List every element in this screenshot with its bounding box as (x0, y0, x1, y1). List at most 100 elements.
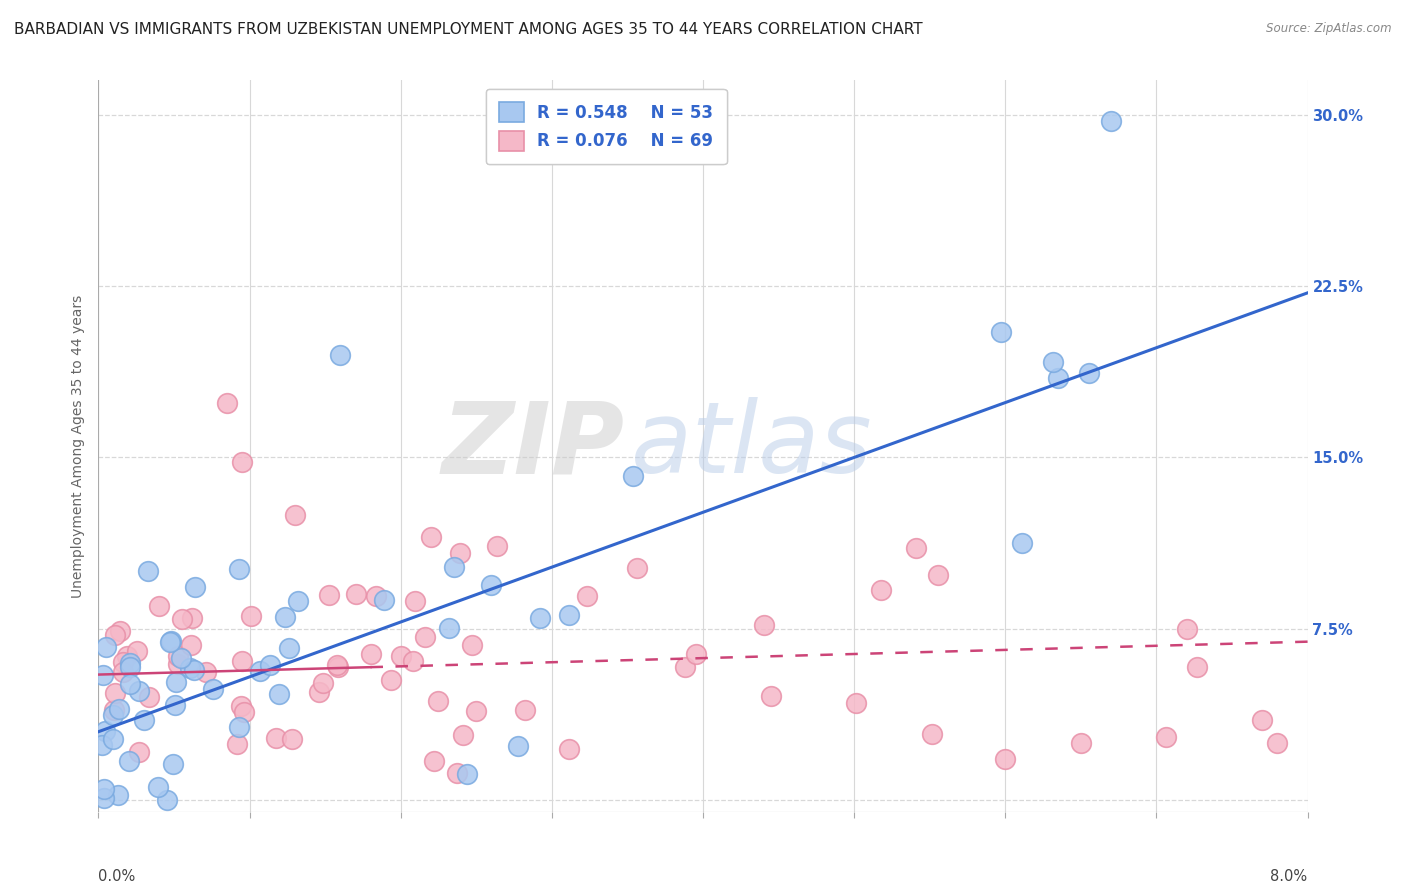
Point (259, 658, 281, 673)
Y-axis label: Unemployment Among Ages 35 to 44 years: Unemployment Among Ages 35 to 44 years (72, 294, 86, 598)
Point (117, 754, 139, 768)
Point (281, 731, 304, 746)
Point (1175, 622, 1198, 636)
Point (231, 455, 253, 469)
Point (103, 708, 125, 723)
Point (264, 731, 287, 745)
Point (170, 612, 193, 626)
Point (101, 732, 124, 747)
Point (225, 737, 247, 751)
Point (373, 593, 395, 607)
Point (422, 754, 444, 768)
Point (308, 685, 330, 699)
Point (1070, 736, 1092, 750)
Point (148, 599, 170, 613)
Point (413, 630, 436, 644)
Point (165, 674, 187, 689)
Point (485, 540, 508, 554)
Point (312, 675, 335, 690)
Text: ZIP: ZIP (441, 398, 624, 494)
Point (325, 658, 347, 673)
Point (120, 660, 142, 674)
Point (184, 580, 207, 594)
Point (240, 608, 263, 623)
Point (449, 546, 471, 560)
Point (437, 620, 460, 634)
Point (461, 638, 484, 652)
Point (344, 586, 367, 600)
Point (96, 640, 118, 655)
Point (380, 673, 402, 687)
Text: atlas: atlas (630, 398, 872, 494)
Point (446, 766, 468, 780)
Point (91, 738, 114, 752)
Point (921, 727, 943, 741)
Point (202, 681, 225, 696)
Point (558, 608, 581, 623)
Point (166, 648, 188, 663)
Point (159, 634, 181, 648)
Point (529, 610, 551, 624)
Point (360, 648, 382, 662)
Point (752, 617, 775, 632)
Point (994, 752, 1017, 766)
Point (269, 688, 291, 702)
Point (91, 668, 114, 682)
Point (94, 723, 117, 738)
Point (228, 720, 250, 734)
Point (120, 657, 142, 671)
Point (111, 655, 134, 669)
Point (318, 588, 340, 602)
Point (163, 698, 186, 712)
Point (110, 624, 132, 639)
Legend: R = 0.548    N = 53, R = 0.076    N = 69: R = 0.548 N = 53, R = 0.076 N = 69 (485, 88, 727, 164)
Point (443, 560, 465, 574)
Point (1154, 730, 1177, 744)
Point (148, 780, 170, 794)
Point (228, 562, 250, 576)
Point (513, 703, 536, 717)
Point (673, 660, 696, 674)
Point (107, 788, 129, 802)
Point (479, 578, 502, 592)
Point (1011, 536, 1033, 550)
Point (329, 348, 352, 362)
Point (127, 644, 149, 658)
Point (1047, 371, 1070, 385)
Point (626, 561, 648, 575)
Point (465, 704, 488, 718)
Point (170, 651, 193, 665)
Point (128, 745, 150, 759)
Point (162, 756, 184, 771)
Point (366, 589, 388, 603)
Point (420, 530, 443, 544)
Point (575, 589, 598, 603)
Text: BARBADIAN VS IMMIGRANTS FROM UZBEKISTAN UNEMPLOYMENT AMONG AGES 35 TO 44 YEARS C: BARBADIAN VS IMMIGRANTS FROM UZBEKISTAN … (14, 22, 922, 37)
Point (328, 659, 350, 673)
Point (160, 633, 183, 648)
Point (167, 657, 190, 671)
Point (506, 739, 529, 753)
Point (229, 698, 252, 713)
Point (93, 791, 115, 805)
Point (128, 684, 150, 698)
Point (93, 782, 115, 797)
Point (103, 703, 125, 717)
Point (1042, 354, 1064, 368)
Point (180, 638, 202, 652)
Point (427, 694, 450, 708)
Point (905, 541, 928, 556)
Point (118, 676, 141, 690)
Point (274, 610, 297, 624)
Point (621, 469, 644, 483)
Point (249, 664, 271, 678)
Point (195, 665, 218, 679)
Point (870, 583, 893, 598)
Point (1251, 714, 1274, 728)
Point (115, 649, 138, 664)
Point (183, 663, 205, 677)
Point (215, 395, 238, 409)
Point (138, 690, 160, 704)
Point (277, 640, 299, 655)
Point (1187, 660, 1209, 674)
